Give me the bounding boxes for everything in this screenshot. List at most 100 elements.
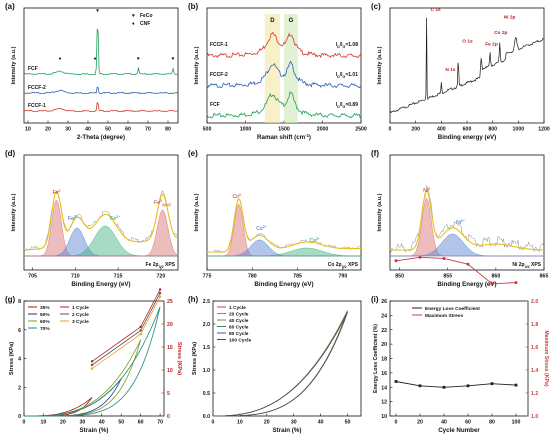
panel-i-series-point bbox=[394, 380, 398, 383]
panel-e-xtick-label: 780 bbox=[248, 274, 257, 280]
panel-a-xtick-label: 60 bbox=[125, 127, 131, 133]
panel-i-ytick-left-label: 14 bbox=[381, 385, 387, 391]
panel-g-legend-label: 70% bbox=[40, 326, 50, 332]
panel-g-ytick-right-label: 20 bbox=[167, 322, 173, 328]
panel-f-peak-label: Ni0 bbox=[423, 187, 430, 194]
panel-h-xtick-label: 0 bbox=[212, 420, 215, 426]
panel-h-xlabel: Strain (%) bbox=[273, 427, 302, 434]
panel-h-legend-label: 40 Cycle bbox=[229, 318, 249, 324]
panel-f-xtick-label: 850 bbox=[395, 274, 404, 280]
panel-g-ytick-label: 2 bbox=[18, 385, 21, 391]
panel-a-xtick-label: 80 bbox=[165, 127, 171, 133]
panel-f-xtick-label: 855 bbox=[443, 274, 452, 280]
panel-f-peak-label: Ni2+ bbox=[456, 219, 465, 226]
panel-c-xtick-label: 800 bbox=[488, 127, 497, 133]
panel-c-xtick-label: 400 bbox=[437, 127, 446, 133]
panel-b-ylabel: Intensity (a.u.) bbox=[194, 46, 200, 84]
panel-i-series-point bbox=[418, 384, 422, 388]
panel-g-legend-label: 35% bbox=[40, 305, 50, 311]
panel-f-xtick-label: 860 bbox=[492, 274, 501, 280]
panel-i-xtick-label: 40 bbox=[441, 420, 447, 426]
panel-c-peak-label: Co 2p bbox=[494, 30, 507, 36]
panel-d-component-peak bbox=[24, 209, 179, 257]
panel-i-series-point bbox=[442, 256, 446, 260]
panel-i-xtick-label: 100 bbox=[512, 420, 521, 426]
panel-d-xtick-label: 715 bbox=[114, 274, 123, 280]
panel-g-xtick-label: 30 bbox=[79, 420, 85, 426]
panel-i-ytick-left-label: 22 bbox=[381, 328, 387, 334]
panel-g-ytick-right-label: 15 bbox=[167, 345, 173, 351]
panel-d-xtick-label: 720 bbox=[157, 274, 166, 280]
panel-g-xtick-label: 0 bbox=[23, 420, 26, 426]
panel-g-legend-cycle-label: 2 Cycle bbox=[72, 312, 89, 318]
panel-i-series-point bbox=[418, 255, 422, 259]
panel-h-legend-label: 1 Cycle bbox=[229, 305, 246, 311]
panel-d-xtick-label: 705 bbox=[28, 274, 37, 280]
panel-a-peak-marker: ♦ bbox=[94, 56, 97, 62]
panel-b-xtick-label: 2500 bbox=[355, 127, 367, 133]
panel-c-peak-label: Ni 2p bbox=[504, 14, 516, 20]
panel-g-max-stress-trend bbox=[91, 289, 161, 362]
panel-e-peak-label: Co2+ bbox=[256, 225, 267, 232]
panel-g-xtick-label: 70 bbox=[157, 420, 163, 426]
panel-c-xtick-label: 1000 bbox=[513, 127, 525, 133]
panel-a-xtick-label: 30 bbox=[65, 127, 71, 133]
panel-i-ytick-left-label: 10 bbox=[381, 414, 387, 420]
panel-b-xtick-label: 1000 bbox=[240, 127, 252, 133]
panel-h-legend-label: 60 Cycle bbox=[229, 325, 249, 331]
panel-b-xtick-label: 500 bbox=[203, 127, 212, 133]
panel-g-max-stress-point bbox=[90, 367, 94, 370]
panel-i-series-point bbox=[466, 384, 470, 388]
panel-d-inset-label: Fe 2p3/2 XPS bbox=[146, 262, 176, 269]
panel-g-xtick-label: 60 bbox=[138, 420, 144, 426]
panel-a-frame bbox=[23, 7, 179, 124]
panel-c-xtick-label: 1200 bbox=[538, 127, 550, 133]
panel-i-series-point bbox=[394, 259, 398, 263]
panel-f-label: (f) bbox=[371, 149, 379, 158]
panel-i-ytick-left-label: 12 bbox=[381, 400, 387, 406]
panel-g-max-stress-point bbox=[139, 325, 142, 329]
panel-h-xtick-label: 20 bbox=[264, 420, 270, 426]
panel-h-ytick-label: 1.0 bbox=[203, 368, 210, 374]
panel-h-loop bbox=[213, 312, 348, 417]
panel-e-ylabel: Intensity (a.u.) bbox=[194, 193, 200, 231]
panel-h-legend-label: 80 Cycle bbox=[229, 331, 249, 337]
panel-a-xtick-label: 70 bbox=[145, 127, 151, 133]
panel-i-legend-label: Energy Loss Coefficient bbox=[425, 306, 480, 312]
panel-a-peak-marker: ♥ bbox=[172, 56, 175, 62]
panel-c-ylabel: Intensity (a.u.) bbox=[377, 46, 383, 84]
panel-i-ytick-left-label: 20 bbox=[381, 342, 387, 348]
panel-f-component-peak bbox=[390, 233, 544, 257]
panel-i-ytick-right-label: 1.8 bbox=[531, 322, 538, 328]
panel-h-legend-label: 20 Cycle bbox=[229, 312, 249, 318]
panel-e-xtick-label: 785 bbox=[293, 274, 302, 280]
panel-f-xtick-label: 865 bbox=[540, 274, 549, 280]
panel-g-ytick-label: 4 bbox=[18, 357, 21, 363]
panel-i-ylabel-left: Energy Loss Coefficient (%) bbox=[373, 324, 379, 393]
panel-g-ylabel-right: Stress (KPa) bbox=[176, 342, 182, 375]
panel-a-xtick-label: 20 bbox=[45, 127, 51, 133]
panel-i-series-line bbox=[395, 381, 517, 388]
panel-f-inset-label: Ni 2p3/2 XPS bbox=[512, 262, 541, 269]
panel-d-xtick-label: 710 bbox=[71, 274, 80, 280]
panel-g-xlabel: Strain (%) bbox=[80, 427, 109, 434]
panel-a-series-fccf-1 bbox=[23, 101, 179, 113]
panel-e-component-peak bbox=[207, 247, 361, 257]
panel-g-loop-50pct bbox=[24, 378, 122, 417]
panel-g-max-stress-point bbox=[139, 329, 142, 332]
panel-b-g-band-highlight bbox=[284, 14, 298, 123]
panel-i-ytick-right-label: 2.0 bbox=[531, 299, 538, 305]
panel-g-ytick-label: 0 bbox=[18, 414, 21, 420]
panel-e-xtick-label: 775 bbox=[203, 274, 212, 280]
panel-h-ytick-label: 0.0 bbox=[203, 414, 210, 420]
panel-a-peak-marker: ♦ bbox=[59, 56, 62, 62]
panel-c-survey-line bbox=[389, 17, 545, 114]
panel-h-label: (h) bbox=[188, 295, 199, 304]
panel-g-legend-cycle-label: 3 Cycle bbox=[72, 319, 89, 325]
panel-e-xtick-label: 790 bbox=[339, 274, 348, 280]
panel-h-ytick-label: 2.0 bbox=[203, 322, 210, 328]
panel-g-xtick-label: 20 bbox=[60, 420, 66, 426]
panel-f-frame bbox=[389, 154, 545, 271]
panel-g-max-stress-point bbox=[158, 288, 162, 291]
panel-b-series-fcf bbox=[206, 91, 362, 119]
